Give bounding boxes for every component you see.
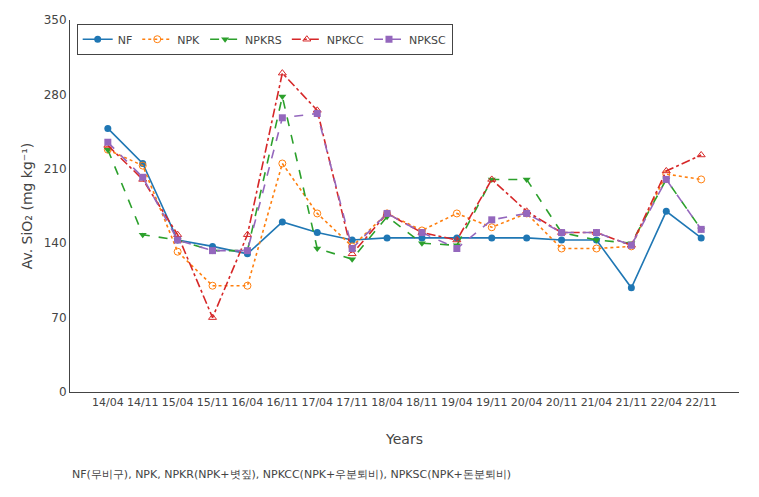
svg-text:15/04: 15/04	[162, 396, 194, 409]
svg-text:20/04: 20/04	[511, 396, 543, 409]
svg-text:22/11: 22/11	[685, 396, 717, 409]
svg-text:NPKCC: NPKCC	[327, 34, 364, 47]
svg-text:Av. SiO₂ (mg kg⁻¹): Av. SiO₂ (mg kg⁻¹)	[19, 143, 35, 270]
svg-text:17/04: 17/04	[301, 396, 333, 409]
svg-text:14/11: 14/11	[127, 396, 159, 409]
svg-text:16/04: 16/04	[232, 396, 264, 409]
svg-text:18/04: 18/04	[371, 396, 403, 409]
svg-text:21/11: 21/11	[616, 396, 648, 409]
svg-text:280: 280	[44, 88, 67, 102]
svg-text:NPK: NPK	[177, 34, 200, 47]
svg-text:17/11: 17/11	[336, 396, 368, 409]
svg-text:22/04: 22/04	[650, 396, 682, 409]
svg-text:20/11: 20/11	[546, 396, 578, 409]
svg-text:NF(무비구), NPK, NPKR(NPK+볏짚), NP: NF(무비구), NPK, NPKR(NPK+볏짚), NPKCC(NPK+우분…	[72, 468, 511, 481]
svg-text:140: 140	[44, 236, 67, 250]
svg-text:350: 350	[44, 13, 67, 27]
svg-text:70: 70	[51, 311, 66, 325]
svg-text:0: 0	[59, 385, 67, 399]
svg-text:19/11: 19/11	[476, 396, 508, 409]
svg-text:19/04: 19/04	[441, 396, 473, 409]
svg-text:18/11: 18/11	[406, 396, 438, 409]
svg-text:NPKRS: NPKRS	[245, 34, 282, 47]
svg-text:NF: NF	[118, 34, 133, 47]
svg-text:NPKSC: NPKSC	[409, 34, 446, 47]
svg-text:21/04: 21/04	[581, 396, 613, 409]
svg-text:16/11: 16/11	[266, 396, 298, 409]
svg-text:Years: Years	[385, 431, 423, 447]
svg-text:15/11: 15/11	[197, 396, 229, 409]
svg-text:14/04: 14/04	[92, 396, 124, 409]
svg-text:210: 210	[44, 162, 67, 176]
